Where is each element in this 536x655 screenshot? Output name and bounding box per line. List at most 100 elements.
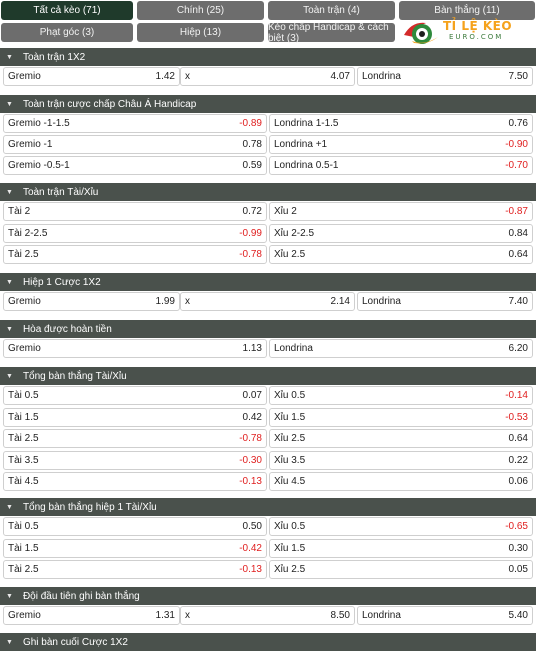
odds-cell[interactable]: Tài 3.5 -0.30 (3, 451, 267, 470)
odds-cell[interactable]: Tài 2.5 -0.78 (3, 245, 267, 264)
section-header[interactable]: ▼ Đội đầu tiên ghi bàn thắng (0, 587, 536, 605)
odds-cell[interactable]: Londrina 0.5-1 -0.70 (269, 156, 533, 175)
soccer-ball-icon (404, 22, 438, 44)
odds-label: x (185, 610, 190, 621)
odds-cell[interactable]: Xỉu 2.5 0.64 (269, 245, 533, 264)
odds-label: Xỉu 2.5 (274, 433, 306, 444)
section-header[interactable]: ▼ Toàn trận Tài/Xỉu (0, 183, 536, 201)
collapse-arrow-icon[interactable]: ▼ (6, 53, 13, 61)
collapse-arrow-icon[interactable]: ▼ (6, 638, 13, 646)
odds-cell[interactable]: x 8.50 (180, 606, 355, 625)
odds-value: -0.30 (239, 455, 262, 466)
odds-value: 1.31 (155, 610, 175, 621)
odds-cell[interactable]: Tài 1.5 0.42 (3, 408, 267, 427)
odds-label: Tài 3.5 (8, 455, 39, 466)
odds-cell[interactable]: Xỉu 2.5 0.05 (269, 560, 533, 579)
odds-cell[interactable]: Londrina 1-1.5 0.76 (269, 114, 533, 133)
section-header[interactable]: ▼ Ghi bàn cuối Cược 1X2 (0, 633, 536, 651)
odds-cell[interactable]: Londrina 7.50 (357, 67, 533, 86)
odds-cell[interactable]: Tài 0.5 0.50 (3, 517, 267, 536)
section-header[interactable]: ▼ Hiệp 1 Cược 1X2 (0, 273, 536, 291)
odds-value: -0.87 (505, 206, 528, 217)
odds-cell[interactable]: Tài 4.5 -0.13 (3, 472, 267, 491)
odds-label: Gremio -1 (8, 139, 53, 150)
odds-cell[interactable]: Gremio 1.31 (3, 606, 180, 625)
odds-label: x (185, 71, 190, 82)
tab-1[interactable]: Tất cả kèo (71) (1, 1, 133, 20)
odds-cell[interactable]: Gremio -0.5-1 0.59 (3, 156, 267, 175)
odds-value: 0.50 (242, 521, 262, 532)
section-header[interactable]: ▼ Tổng bàn thắng hiệp 1 Tài/Xỉu (0, 498, 536, 516)
section-header[interactable]: ▼ Toàn trận 1X2 (0, 48, 536, 66)
section-header[interactable]: ▼ Hòa được hoàn tiền (0, 320, 536, 338)
odds-label: Xỉu 1.5 (274, 412, 306, 423)
collapse-arrow-icon[interactable]: ▼ (6, 325, 13, 333)
collapse-arrow-icon[interactable]: ▼ (6, 100, 13, 108)
odds-cell[interactable]: Xỉu 0.5 -0.65 (269, 517, 533, 536)
section-title: Tổng bàn thắng Tài/Xỉu (22, 370, 127, 382)
odds-cell[interactable]: Tài 0.5 0.07 (3, 386, 267, 405)
odds-label: Tài 2.5 (8, 433, 39, 444)
odds-value: 7.40 (508, 296, 528, 307)
section-header[interactable]: ▼ Tổng bàn thắng Tài/Xỉu (0, 367, 536, 385)
section-header[interactable]: ▼ Toàn trận cược chấp Châu Á Handicap (0, 95, 536, 113)
odds-cell[interactable]: Tài 2 0.72 (3, 202, 267, 221)
tab-6[interactable]: Hiệp (13) (137, 23, 264, 42)
odds-cell[interactable]: Xỉu 4.5 0.06 (269, 472, 533, 491)
odds-cell[interactable]: Tài 2.5 -0.13 (3, 560, 267, 579)
odds-cell[interactable]: Londrina +1 -0.90 (269, 135, 533, 154)
odds-cell[interactable]: Londrina 5.40 (357, 606, 533, 625)
odds-label: Gremio (8, 71, 41, 82)
odds-value: 0.30 (508, 543, 528, 554)
odds-value: -0.65 (505, 521, 528, 532)
odds-cell[interactable]: Xỉu 2 -0.87 (269, 202, 533, 221)
odds-value: 1.99 (155, 296, 175, 307)
odds-cell[interactable]: Gremio -1-1.5 -0.89 (3, 114, 267, 133)
section-title: Tổng bàn thắng hiệp 1 Tài/Xỉu (22, 501, 157, 513)
tab-4[interactable]: Bàn thắng (11) (399, 1, 535, 20)
odds-cell[interactable]: Xỉu 2-2.5 0.84 (269, 224, 533, 243)
odds-cell[interactable]: Gremio 1.42 (3, 67, 180, 86)
odds-cell[interactable]: Xỉu 0.5 -0.14 (269, 386, 533, 405)
collapse-arrow-icon[interactable]: ▼ (6, 592, 13, 600)
odds-value: 0.07 (242, 390, 262, 401)
section-title: Toàn trận cược chấp Châu Á Handicap (22, 98, 197, 110)
collapse-arrow-icon[interactable]: ▼ (6, 503, 13, 511)
odds-cell[interactable]: Londrina 7.40 (357, 292, 533, 311)
tab-5[interactable]: Phạt góc (3) (1, 23, 133, 42)
odds-cell[interactable]: Gremio 1.99 (3, 292, 180, 311)
odds-cell[interactable]: Gremio -1 0.78 (3, 135, 267, 154)
odds-value: -0.90 (505, 139, 528, 150)
odds-cell[interactable]: Londrina 6.20 (269, 339, 533, 358)
collapse-arrow-icon[interactable]: ▼ (6, 372, 13, 380)
odds-cell[interactable]: Xỉu 3.5 0.22 (269, 451, 533, 470)
odds-label: Tài 2 (8, 206, 31, 217)
odds-label: Xỉu 0.5 (274, 390, 306, 401)
collapse-arrow-icon[interactable]: ▼ (6, 188, 13, 196)
site-logo[interactable]: TỈ LỆ KÈO EURO.COM (402, 19, 536, 46)
odds-label: x (185, 296, 190, 307)
odds-label: Xỉu 2.5 (274, 249, 306, 260)
tab-7[interactable]: Kèo chấp Handicap & cách biệt (3) (268, 22, 395, 44)
odds-cell[interactable]: Xỉu 1.5 0.30 (269, 539, 533, 558)
odds-value: 0.72 (242, 206, 262, 217)
odds-value: -0.89 (239, 118, 262, 129)
odds-cell[interactable]: x 2.14 (180, 292, 355, 311)
odds-cell[interactable]: Gremio 1.13 (3, 339, 267, 358)
section-title: Hòa được hoàn tiền (22, 323, 112, 335)
odds-value: 1.42 (155, 71, 175, 82)
odds-cell[interactable]: Tài 1.5 -0.42 (3, 539, 267, 558)
tab-3[interactable]: Toàn trận (4) (268, 1, 395, 20)
collapse-arrow-icon[interactable]: ▼ (6, 278, 13, 286)
odds-label: Xỉu 2-2.5 (274, 228, 315, 239)
odds-cell[interactable]: Xỉu 1.5 -0.53 (269, 408, 533, 427)
odds-cell[interactable]: Tài 2-2.5 -0.99 (3, 224, 267, 243)
odds-value: -0.99 (239, 228, 262, 239)
tab-2[interactable]: Chính (25) (137, 1, 264, 20)
odds-cell[interactable]: Tài 2.5 -0.78 (3, 429, 267, 448)
odds-cell[interactable]: Xỉu 2.5 0.64 (269, 429, 533, 448)
odds-cell[interactable]: x 4.07 (180, 67, 355, 86)
odds-value: 1.13 (242, 343, 262, 354)
odds-label: Londrina 0.5-1 (274, 160, 339, 171)
odds-value: -0.78 (239, 249, 262, 260)
